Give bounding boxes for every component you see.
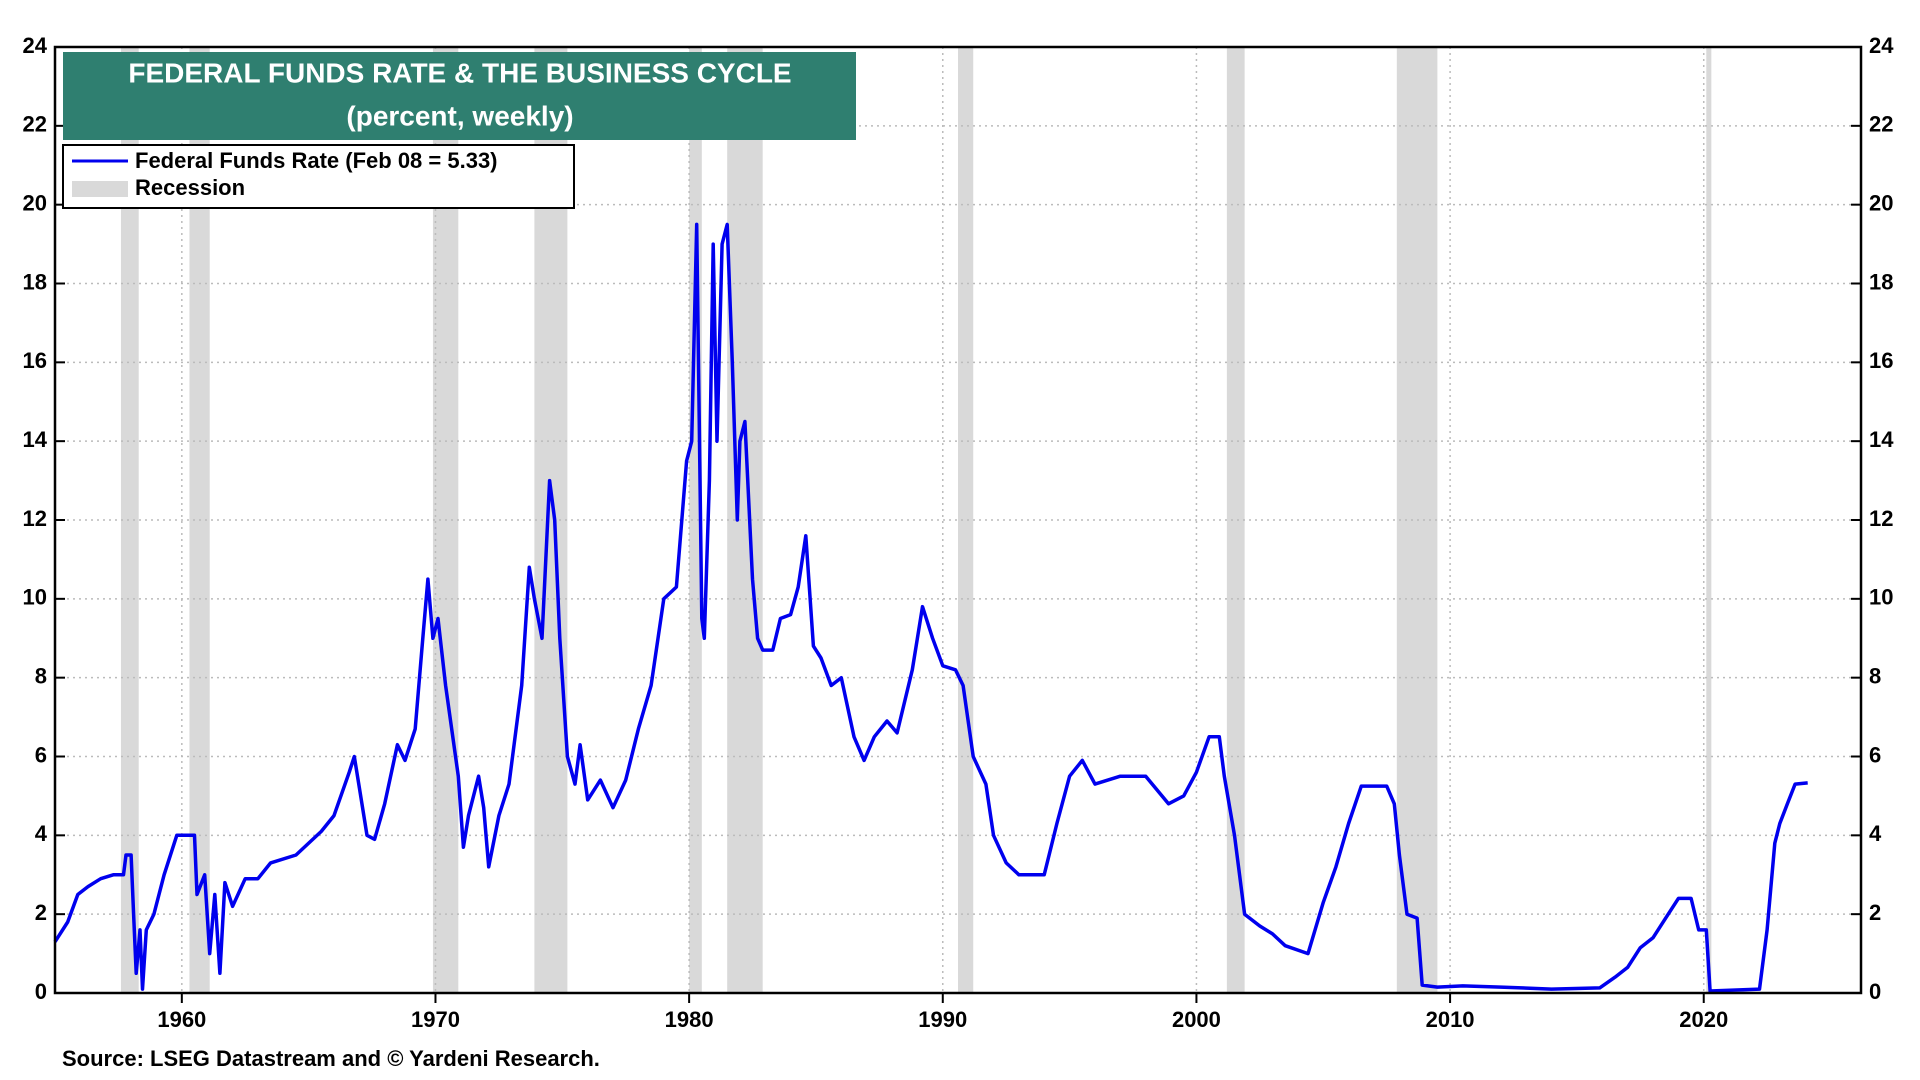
x-tick-label: 1990 (918, 1007, 967, 1032)
recession-band (958, 47, 974, 993)
y-tick-label: 22 (23, 112, 47, 137)
legend-label: Recession (135, 175, 245, 200)
y2-tick-label: 24 (1869, 33, 1894, 58)
y-tick-label: 4 (35, 821, 48, 846)
y-tick-label: 16 (23, 348, 47, 373)
y2-tick-label: 6 (1869, 742, 1881, 767)
y2-tick-label: 18 (1869, 269, 1893, 294)
y-tick-label: 14 (23, 427, 48, 452)
y-tick-label: 2 (35, 900, 47, 925)
y2-tick-label: 2 (1869, 900, 1881, 925)
y2-tick-label: 14 (1869, 427, 1894, 452)
y-tick-label: 24 (23, 33, 48, 58)
y-tick-label: 8 (35, 663, 47, 688)
y2-tick-label: 10 (1869, 585, 1893, 610)
y2-tick-label: 22 (1869, 112, 1893, 137)
legend (62, 144, 575, 209)
title-box (63, 52, 856, 140)
y2-tick-label: 20 (1869, 190, 1893, 215)
source-note: Source: LSEG Datastream and © Yardeni Re… (62, 1046, 600, 1071)
recession-band (1706, 47, 1712, 993)
y-tick-label: 0 (35, 979, 47, 1004)
chart-subtitle: (percent, weekly) (346, 100, 573, 131)
x-tick-label: 2020 (1679, 1007, 1728, 1032)
x-tick-label: 1960 (157, 1007, 206, 1032)
y2-tick-label: 16 (1869, 348, 1893, 373)
y-tick-label: 10 (23, 585, 47, 610)
y-tick-label: 12 (23, 506, 47, 531)
legend-label: Federal Funds Rate (Feb 08 = 5.33) (135, 148, 498, 173)
y2-tick-label: 0 (1869, 979, 1881, 1004)
plot-lines (53, 222, 1808, 993)
y-tick-label: 20 (23, 190, 47, 215)
y-tick-label: 18 (23, 269, 47, 294)
x-tick-label: 2010 (1426, 1007, 1475, 1032)
y2-tick-label: 12 (1869, 506, 1893, 531)
y-tick-label: 6 (35, 742, 47, 767)
y2-tick-label: 4 (1869, 821, 1882, 846)
chart-title: FEDERAL FUNDS RATE & THE BUSINESS CYCLE (128, 57, 791, 88)
x-tick-label: 2000 (1172, 1007, 1221, 1032)
y2-tick-label: 8 (1869, 663, 1881, 688)
x-tick-label: 1970 (411, 1007, 460, 1032)
axes: 0246810121416182022240246810121416182022… (23, 33, 1895, 1032)
data-line (53, 222, 1808, 993)
x-tick-label: 1980 (665, 1007, 714, 1032)
legend-band-swatch (72, 181, 128, 197)
